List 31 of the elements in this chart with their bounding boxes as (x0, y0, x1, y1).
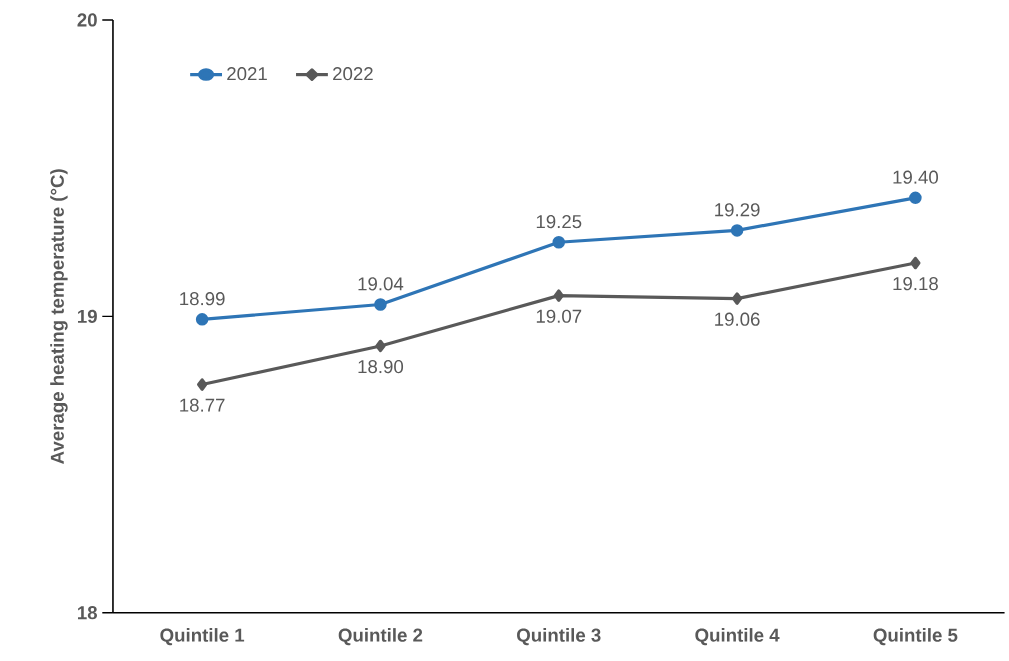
point (195, 313, 209, 326)
x-tick-label: Quintile 2 (338, 628, 423, 646)
point (375, 339, 386, 353)
y-tick-label: 18 (78, 606, 98, 620)
point (910, 256, 921, 270)
y-axis-title: Average heating temperature (°C) (50, 169, 68, 465)
point (909, 191, 922, 205)
data-label: 19.06 (715, 312, 760, 326)
point (374, 298, 387, 311)
y-tick-label: 19 (78, 309, 97, 324)
y-tick-label: 20 (77, 13, 97, 27)
data-label: 19.07 (536, 309, 582, 324)
data-label: 19.04 (358, 277, 404, 291)
point (552, 236, 566, 249)
data-label: 19.29 (715, 203, 760, 217)
point (731, 292, 743, 305)
x-tick-label: Quintile 4 (695, 628, 780, 646)
data-label: 19.40 (893, 170, 939, 184)
data-label: 18.90 (358, 360, 404, 374)
x-tick-label: Quintile 1 (160, 628, 245, 646)
x-tick-label: Quintile 5 (873, 628, 958, 646)
legend-label: 2022 (333, 67, 373, 81)
data-label: 18.77 (180, 398, 225, 412)
data-label: 18.99 (180, 292, 225, 306)
x-tick-label: Quintile 3 (517, 628, 601, 646)
data-label: 19.25 (536, 215, 582, 229)
data-label: 19.18 (893, 277, 938, 291)
point (197, 378, 208, 391)
point (730, 224, 744, 237)
legend-label: 2021 (227, 67, 267, 81)
point (553, 289, 564, 303)
